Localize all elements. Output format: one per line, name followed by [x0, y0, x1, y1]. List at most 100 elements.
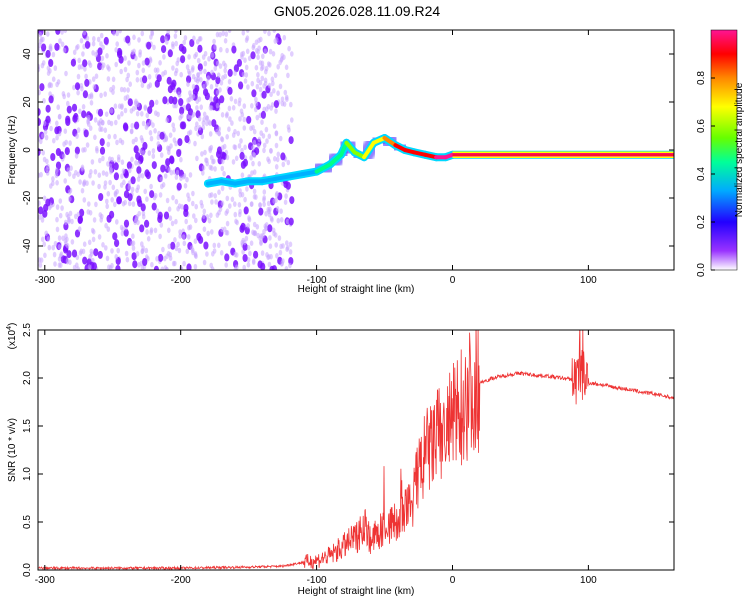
noise-speckle — [135, 213, 139, 220]
noise-speckle — [90, 159, 95, 165]
noise-speckle — [227, 30, 232, 34]
figure-title: GN05.2026.028.11.09.R24 — [274, 3, 441, 19]
noise-speckle — [68, 140, 72, 146]
noise-speckle — [218, 31, 222, 38]
y-tick-label: 2.0 — [22, 371, 33, 385]
noise-speckle — [40, 62, 45, 69]
noise-speckle — [236, 58, 242, 67]
colorbar-frame — [710, 29, 738, 271]
noise-speckle — [123, 66, 128, 73]
noise-speckle — [159, 131, 165, 140]
noise-speckle — [40, 236, 45, 243]
noise-speckle — [169, 155, 175, 164]
noise-speckle — [64, 139, 68, 146]
noise-speckle — [99, 41, 103, 47]
noise-speckle — [87, 201, 91, 207]
noise-speckle — [147, 150, 152, 156]
noise-speckle — [141, 150, 146, 156]
noise-speckle — [98, 157, 102, 164]
noise-speckle — [279, 208, 283, 214]
snr-panel: -300 -200 -100 0 100 0.0 0.5 1.0 1.5 2.0 2.5 Heig… — [6, 323, 675, 597]
noise-speckle — [138, 52, 142, 58]
noise-speckle — [92, 84, 97, 90]
noise-speckle — [256, 72, 260, 78]
noise-speckle — [48, 45, 53, 51]
noise-speckle — [149, 190, 155, 199]
noise-speckle — [103, 91, 107, 97]
noise-speckle — [271, 80, 275, 87]
noise-speckle — [234, 155, 239, 162]
noise-speckle — [140, 82, 145, 88]
noise-speckle — [244, 72, 249, 78]
colorbar-tick-label: 0.8 — [696, 71, 707, 85]
noise-speckle — [289, 101, 293, 108]
noise-speckle — [167, 49, 173, 58]
noise-speckle — [261, 53, 265, 60]
noise-speckle — [149, 135, 154, 142]
noise-speckle — [107, 133, 111, 140]
noise-speckle — [122, 122, 129, 131]
ridge-core — [219, 179, 238, 186]
noise-speckle — [123, 228, 129, 237]
noise-speckle — [179, 156, 183, 163]
noise-speckle — [247, 216, 252, 223]
noise-speckle — [51, 176, 55, 182]
noise-speckle — [193, 252, 198, 259]
noise-speckle — [183, 35, 188, 41]
noise-speckle — [98, 193, 104, 201]
spectrogram-y-axis-label: Frequency (Hz) — [7, 116, 18, 185]
noise-speckle — [215, 89, 220, 96]
y-tick-label: 20 — [22, 96, 33, 108]
snr-series-line — [38, 330, 674, 570]
noise-speckle — [203, 60, 208, 67]
noise-speckle — [266, 206, 271, 213]
noise-speckle — [122, 87, 127, 93]
noise-speckle — [191, 200, 195, 207]
noise-speckle — [85, 142, 90, 148]
noise-speckle — [262, 147, 266, 154]
noise-speckle — [120, 159, 125, 165]
noise-speckle — [116, 247, 120, 254]
noise-speckle — [274, 130, 279, 136]
noise-speckle — [213, 166, 217, 172]
noise-speckle — [70, 58, 76, 67]
noise-speckle — [238, 116, 242, 122]
noise-speckle — [160, 266, 165, 270]
noise-speckle — [54, 126, 60, 135]
noise-speckle — [276, 64, 281, 70]
noise-speckle — [210, 165, 214, 171]
noise-speckle — [57, 256, 62, 262]
noise-speckle — [93, 248, 99, 257]
noise-speckle — [172, 137, 177, 143]
noise-speckle — [213, 65, 218, 72]
noise-speckle — [187, 130, 191, 137]
noise-speckle — [246, 84, 250, 90]
noise-speckle — [222, 226, 227, 232]
noise-speckle — [279, 217, 284, 223]
noise-speckle — [233, 64, 239, 73]
noise-speckle — [241, 30, 246, 36]
noise-speckle — [269, 253, 273, 260]
spectrogram-y-ticks: -40 -20 0 20 40 — [22, 48, 674, 253]
noise-speckle — [84, 73, 88, 80]
noise-speckle — [238, 208, 242, 215]
noise-speckle — [176, 149, 182, 157]
noise-speckle — [225, 230, 230, 236]
noise-speckle — [223, 38, 228, 44]
noise-speckle — [89, 100, 94, 106]
noise-speckle — [153, 128, 157, 134]
noise-speckle — [43, 129, 48, 135]
noise-speckle — [211, 119, 217, 128]
noise-speckle — [262, 197, 266, 203]
colorbar-ticks: 0.0 0.2 0.4 0.6 0.8 — [696, 71, 715, 277]
noise-speckle — [88, 125, 93, 131]
noise-speckle — [225, 195, 230, 202]
noise-speckle — [260, 75, 265, 82]
noise-speckle — [113, 172, 119, 181]
noise-speckle — [197, 116, 202, 122]
noise-speckle — [243, 206, 249, 215]
noise-speckle — [147, 74, 152, 80]
noise-speckle — [141, 213, 146, 220]
noise-speckle — [160, 35, 166, 44]
noise-speckle — [55, 134, 59, 141]
